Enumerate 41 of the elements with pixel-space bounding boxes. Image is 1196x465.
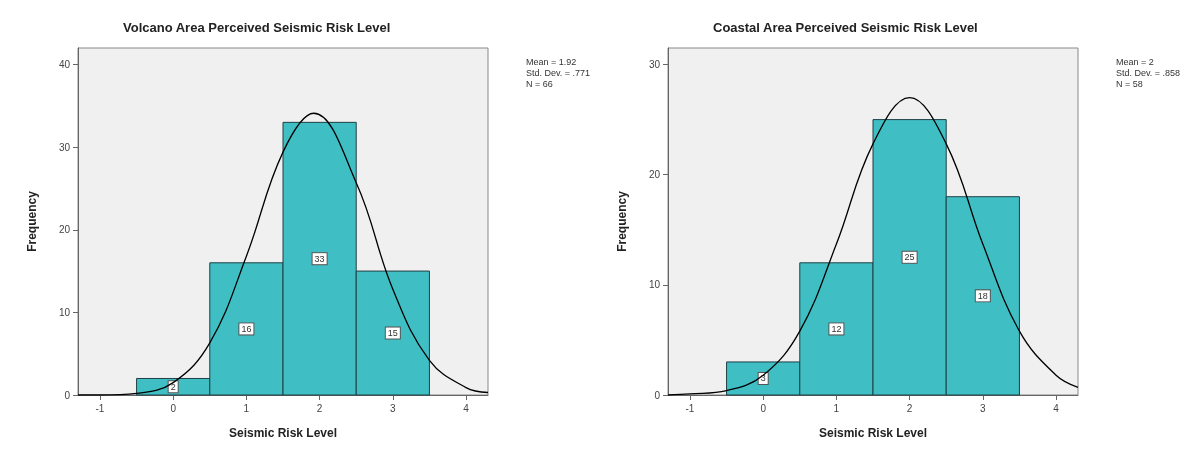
data-label: 18	[977, 290, 988, 301]
y-tick-label: 10	[58, 306, 71, 318]
data-label: 16	[241, 323, 252, 334]
x-tick-label: 3	[980, 402, 987, 414]
y-tick-label: 30	[58, 141, 71, 153]
y-axis-title: Frequency	[25, 190, 39, 252]
data-label: 2	[170, 381, 176, 392]
x-tick-label: 2	[906, 402, 913, 414]
x-tick-label: 3	[390, 402, 397, 414]
data-label: 25	[904, 252, 915, 263]
x-tick-label: 0	[760, 402, 767, 414]
x-tick-label: 1	[243, 402, 250, 414]
text: Std. Dev. = .858	[1115, 67, 1180, 78]
x-tick-label: 2	[316, 402, 323, 414]
y-tick-label: 20	[648, 169, 661, 181]
x-tick-label: -1	[95, 402, 105, 414]
x-tick-label: -1	[685, 402, 695, 414]
y-axis-title: Frequency	[615, 190, 629, 252]
y-tick-label: 10	[648, 279, 661, 291]
text: N = 58	[1115, 78, 1143, 89]
data-label: 33	[314, 253, 325, 264]
x-tick-label: 4	[1053, 402, 1060, 414]
x-tick-label: 1	[833, 402, 840, 414]
chart-title: Volcano Area Perceived Seismic Risk Level	[123, 20, 391, 35]
data-label: 12	[831, 323, 842, 334]
x-axis-title: Seismic Risk Level	[818, 426, 928, 440]
x-tick-label: 4	[463, 402, 470, 414]
y-tick-label: 40	[58, 59, 71, 71]
x-tick-label: 0	[170, 402, 177, 414]
y-tick-label: 30	[648, 59, 661, 71]
text: Mean = 1.92	[525, 56, 577, 67]
y-tick-label: 20	[58, 224, 71, 236]
y-tick-label: 0	[654, 389, 661, 401]
text: Mean = 2	[1115, 56, 1154, 67]
y-tick-label: 0	[64, 389, 71, 401]
data-label: 15	[387, 328, 398, 339]
chart-title: Coastal Area Perceived Seismic Risk Level	[713, 20, 978, 35]
text: Std. Dev. = .771	[525, 67, 590, 78]
data-label: 3	[760, 373, 766, 384]
text: N = 66	[525, 78, 553, 89]
x-axis-title: Seismic Risk Level	[228, 426, 338, 440]
